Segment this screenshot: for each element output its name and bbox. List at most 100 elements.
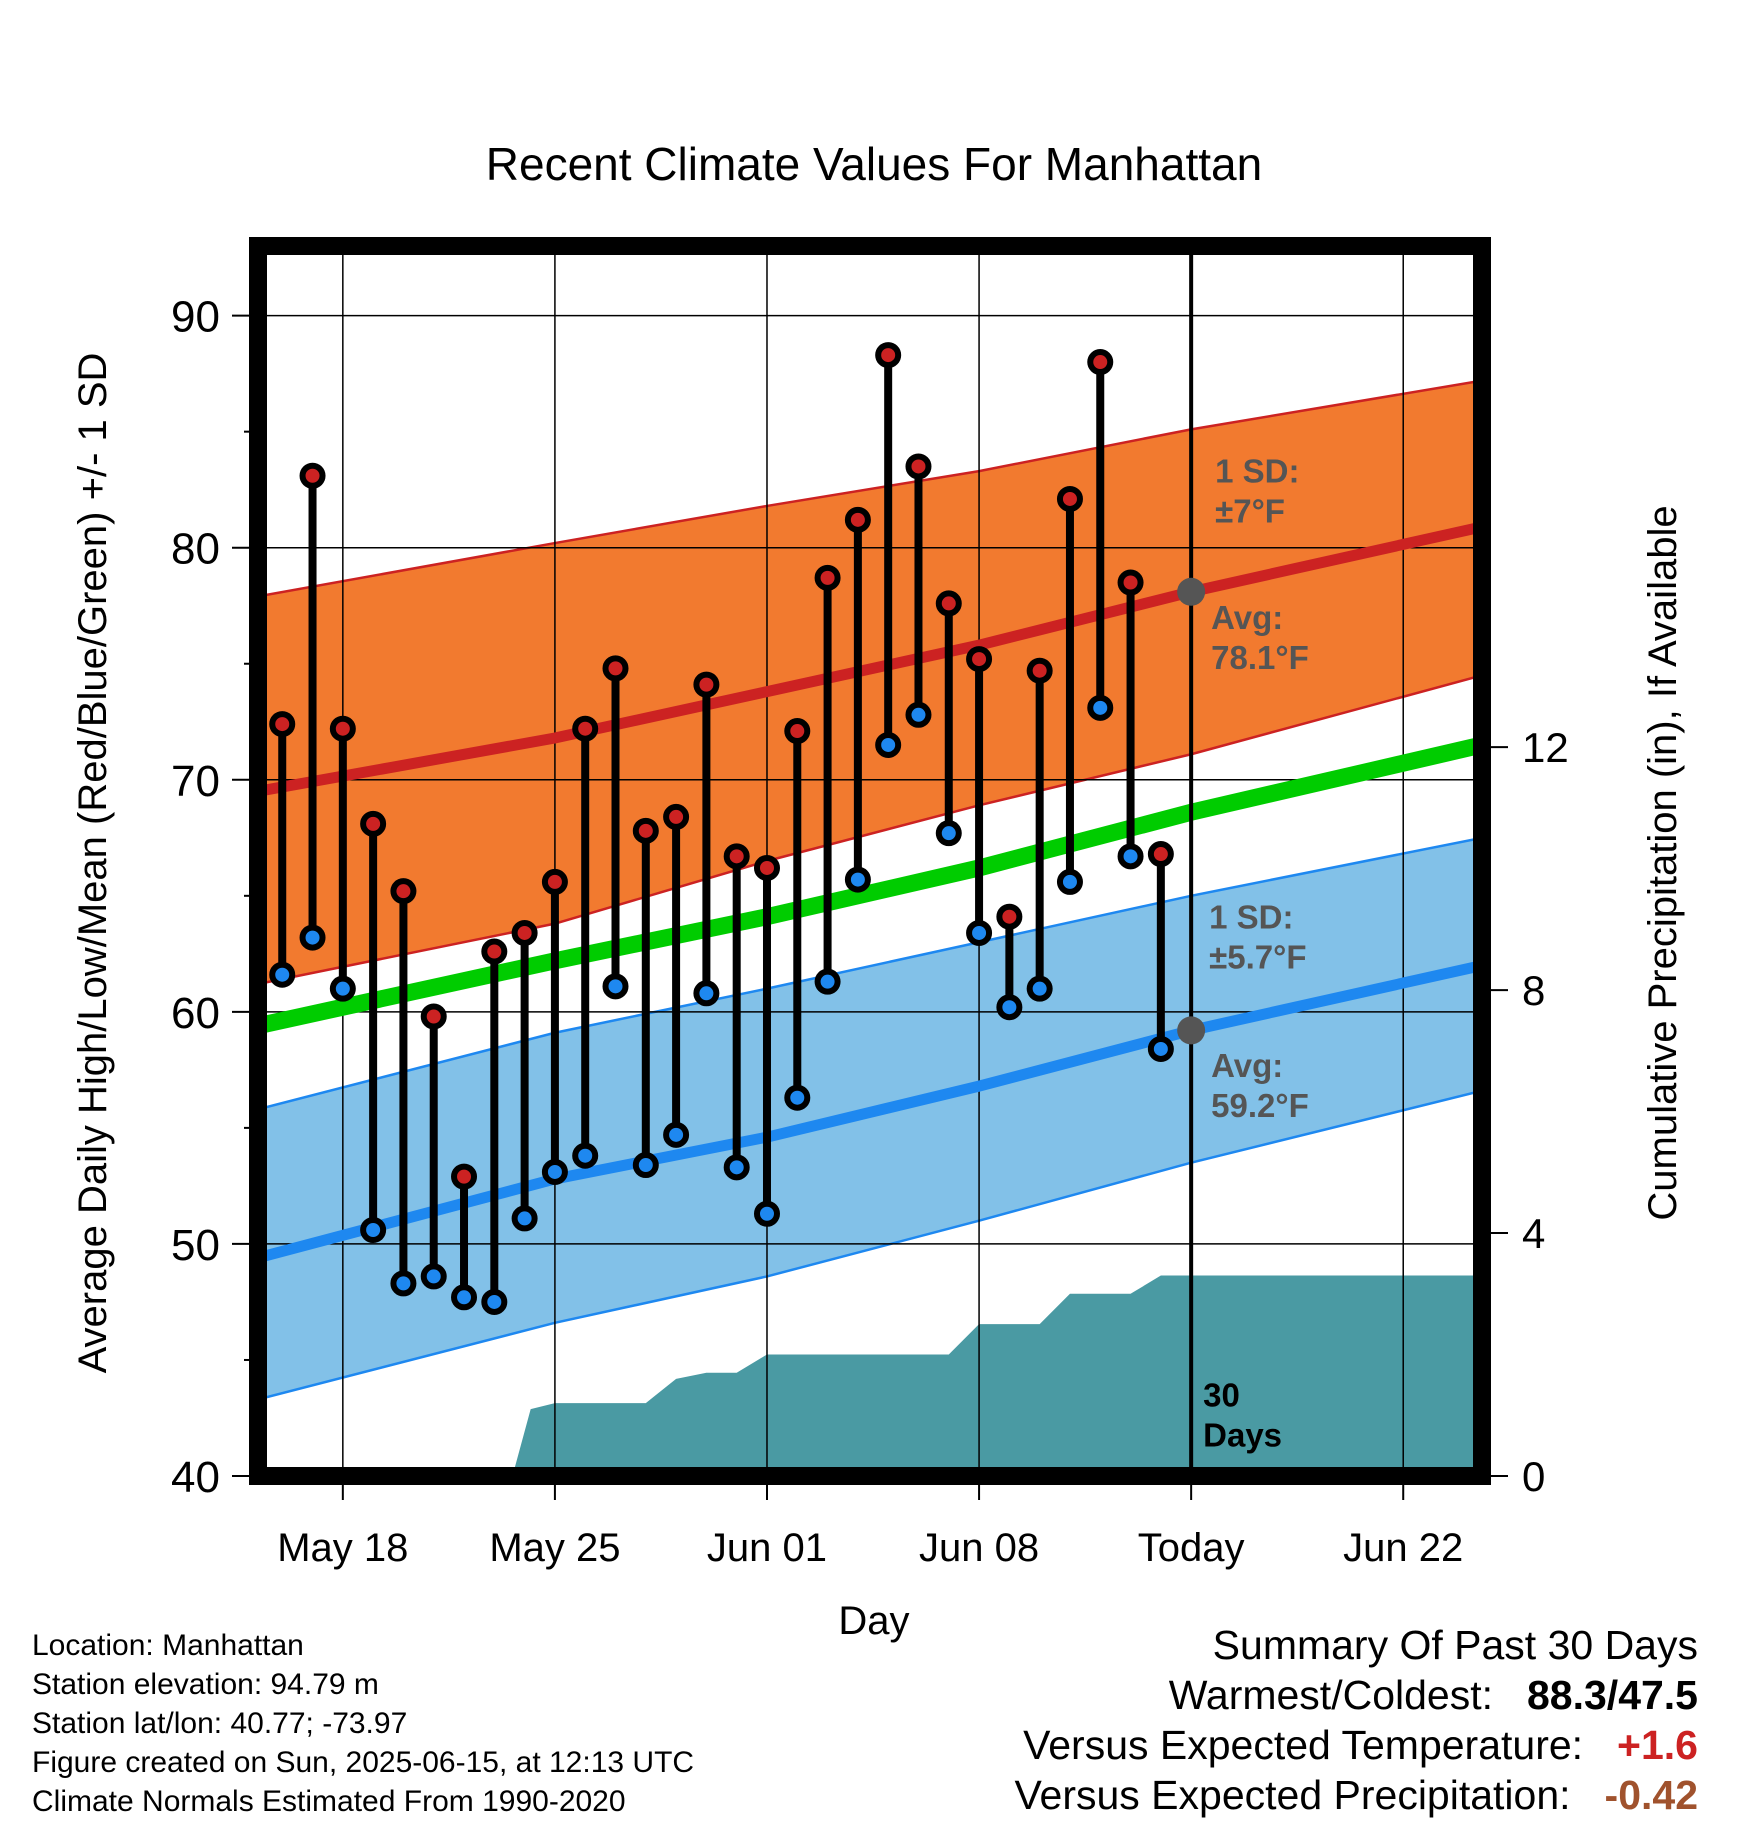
normal-low-line [258,960,1482,1264]
normal-high-line [258,521,1482,797]
low-sd-annotation: 1 SD: ±5.7°F [1209,898,1306,975]
low-point [935,820,962,847]
low-point [1087,694,1114,721]
high-point [632,817,659,844]
low-point [693,980,720,1007]
high-point [360,810,387,837]
high-point [875,342,902,369]
y-tick-label: 70 [171,757,220,806]
high-point [905,453,932,480]
plot-area: 1 SD: ±7°F Avg: 78.1°F 1 SD: ±5.7°F Avg: 59.2°F… [171,237,1569,1570]
temp-label: Versus Expected Temperature: [1023,1722,1584,1768]
summary-precip: Versus Expected Precipitation: -0.42 [1014,1770,1698,1820]
low-point [844,866,871,893]
low-avg-annotation: Avg: 59.2°F [1211,1047,1309,1124]
low-point [1147,1035,1174,1062]
low-point [996,994,1023,1021]
high-point [784,718,811,745]
low-point [602,973,629,1000]
low-point [875,731,902,758]
x-tick-label: Jun 22 [1343,1526,1463,1570]
high-point [814,564,841,591]
low-point [966,919,993,946]
low-point [814,968,841,995]
low-point [390,1270,417,1297]
low-point [1117,843,1144,870]
y-tick-label: 50 [171,1221,220,1270]
normals-text: Climate Normals Estimated From 1990-2020 [32,1785,626,1818]
high-point [753,854,780,881]
low-point [663,1121,690,1148]
high-point [541,868,568,895]
x-axis-label: Day [838,1599,909,1643]
y2-tick-label: 0 [1522,1453,1545,1500]
precip-area [258,1275,1482,1476]
temp-value: +1.6 [1617,1722,1698,1768]
warm-cold-label: Warmest/Coldest: [1168,1672,1493,1718]
low-point [784,1084,811,1111]
low-sd-upper-line [258,836,1482,1111]
low-point [723,1154,750,1181]
high-sd-upper-line [258,379,1482,598]
y2-axis-label: Cumulative Precipitation (in), If Availa… [1641,505,1685,1220]
summary-heading: Summary Of Past 30 Days [1212,1622,1698,1668]
today-days-label: 30 Days [1203,1376,1282,1453]
x-tick-label: Jun 01 [707,1526,827,1570]
high-point [996,903,1023,930]
high-point [1087,349,1114,376]
high-sd-lower-line [258,674,1482,986]
high-point [693,671,720,698]
plot-frame [249,237,1491,1485]
low-point [753,1200,780,1227]
avg-high-marker [1177,577,1206,606]
high-point [390,878,417,905]
high-point [966,646,993,673]
low-point [481,1288,508,1315]
low-point [1026,975,1053,1002]
high-point [663,803,690,830]
low-point [632,1152,659,1179]
low-point [541,1158,568,1185]
y-tick-label: 90 [171,293,220,342]
normal-mean-line [258,736,1482,1035]
warm-cold-value: 88.3/47.5 [1527,1672,1698,1718]
high-point [723,843,750,870]
location-text: Location: Manhattan [32,1629,304,1662]
created-text: Figure created on Sun, 2025-06-15, at 12… [32,1746,695,1779]
x-tick-label: May 25 [489,1526,620,1570]
high-point [420,1003,447,1030]
low-sd-lower-line [258,1089,1482,1401]
low-point [329,975,356,1002]
low-point [572,1142,599,1169]
low-point [420,1263,447,1290]
x-tick-label: Today [1138,1526,1245,1570]
avg-low-marker [1177,1016,1206,1045]
high-point [481,938,508,965]
high-point [844,506,871,533]
x-tick-label: Jun 08 [919,1526,1039,1570]
low-point [1056,868,1083,895]
high-sd-annotation: 1 SD: ±7°F [1215,453,1299,530]
y-tick-label: 60 [171,989,220,1038]
high-point [269,711,296,738]
high-point [1056,485,1083,512]
high-point [1026,657,1053,684]
latlon-text: Station lat/lon: 40.77; -73.97 [32,1707,408,1740]
summary-warm-cold: Warmest/Coldest: 88.3/47.5 [1014,1670,1698,1720]
high-sd-band [258,380,1482,984]
high-point [935,590,962,617]
low-point [299,924,326,951]
y-tick-label: 80 [171,525,220,574]
y2-tick-label: 8 [1522,967,1545,1014]
high-point [1147,841,1174,868]
y-tick-label: 40 [171,1453,220,1502]
precip-value: -0.42 [1604,1772,1698,1818]
low-sd-band [258,837,1482,1400]
y2-tick-label: 12 [1522,724,1569,771]
station-info: Location: Manhattan Station elevation: 9… [32,1626,694,1821]
summary-panel: Summary Of Past 30 Days Warmest/Coldest:… [1014,1620,1698,1820]
high-point [572,715,599,742]
elevation-text: Station elevation: 94.79 m [32,1668,379,1701]
plot-clipped: 1 SD: ±7°F Avg: 78.1°F 1 SD: ±5.7°F Avg: 59.2°F… [258,246,1482,1476]
